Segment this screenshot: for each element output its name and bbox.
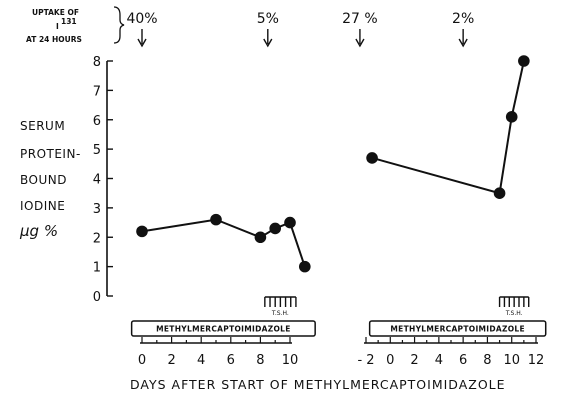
uptake-label-line: AT 24 HOURS <box>26 35 82 44</box>
data-point <box>299 260 311 273</box>
tsh-label: T.S.H. <box>271 310 289 317</box>
y-tick-label: 5 <box>93 143 101 158</box>
x-tick-label: 4 <box>197 353 205 368</box>
data-point <box>136 225 148 238</box>
uptake-label-line: UPTAKE OF <box>32 8 79 17</box>
panel-left: 0 2 4 6 8 10 METHYLMERCAPTOIMIDAZOLE T.S.H. <box>130 213 316 368</box>
data-point <box>254 231 267 244</box>
uptake-value: 40% <box>126 11 157 27</box>
y-axis-label-line: μg % <box>19 222 58 240</box>
drug-bar-label: METHYLMERCAPTOIMIDAZOLE <box>390 325 525 334</box>
x-tick-label: 6 <box>227 353 235 368</box>
drug-bar <box>368 320 547 337</box>
x-tick-label: 2 <box>167 353 175 368</box>
y-axis-label-line: SERUM <box>20 119 65 133</box>
y-tick-label: 0 <box>93 290 101 305</box>
uptake-brace <box>113 6 125 44</box>
tsh-label: T.S.H. <box>505 310 523 317</box>
x-tick-label: 8 <box>483 353 491 368</box>
data-point <box>269 222 282 235</box>
y-axis: 0 1 2 3 4 5 6 7 8 <box>93 55 113 305</box>
x-tick-label: 0 <box>138 353 146 368</box>
x-tick-label: 2 <box>410 353 418 368</box>
drug-bar <box>130 320 316 337</box>
data-point <box>518 55 530 67</box>
y-axis-label-line: PROTEIN- <box>20 147 81 161</box>
uptake-arrow-head <box>263 38 273 48</box>
x-tick-label: 10 <box>282 353 299 368</box>
uptake-arrow-head <box>458 38 468 48</box>
y-tick-label: 7 <box>93 84 101 99</box>
data-point <box>505 111 518 123</box>
data-point <box>210 213 222 226</box>
uptake-label-line: I <box>56 22 59 31</box>
x-tick-label: 12 <box>528 353 545 368</box>
x-tick-label: 6 <box>459 353 467 368</box>
data-point <box>493 187 506 199</box>
drug-bar-label: METHYLMERCAPTOIMIDAZOLE <box>156 325 291 334</box>
x-tick-label: 8 <box>256 353 264 368</box>
uptake-value: 27 % <box>342 11 378 27</box>
x-tick-label: 4 <box>435 353 443 368</box>
x-tick-label: - 2 <box>357 353 374 368</box>
uptake-arrow-head <box>355 38 365 48</box>
series-line <box>141 218 306 267</box>
y-tick-label: 1 <box>93 261 101 276</box>
x-tick-label: 0 <box>386 353 394 368</box>
data-point <box>366 152 378 164</box>
x-tick-label: 10 <box>503 353 520 368</box>
panel-right: - 2 0 2 4 6 8 10 12 METHYLMERCAPTOIMIDAZOLE T.S.H… <box>357 55 547 368</box>
y-tick-label: 6 <box>93 114 101 129</box>
y-axis-label-line: IODINE <box>20 199 65 213</box>
uptake-arrow-head <box>137 38 147 48</box>
y-axis-label: SERUM PROTEIN- BOUND IODINE μg % <box>19 119 81 240</box>
uptake-label-line: 131 <box>61 17 77 26</box>
x-axis-label: DAYS AFTER START OF METHYLMERCAPTOIMIDAZ… <box>130 377 506 392</box>
y-tick-label: 4 <box>93 173 101 188</box>
y-tick-label: 2 <box>93 231 101 246</box>
data-point <box>284 216 296 229</box>
y-tick-label: 8 <box>93 55 101 70</box>
uptake-value: 5% <box>257 11 279 27</box>
y-tick-label: 3 <box>93 202 101 217</box>
series-line <box>371 60 525 195</box>
y-axis-label-line: BOUND <box>20 173 67 187</box>
uptake-value: 2% <box>452 11 474 27</box>
